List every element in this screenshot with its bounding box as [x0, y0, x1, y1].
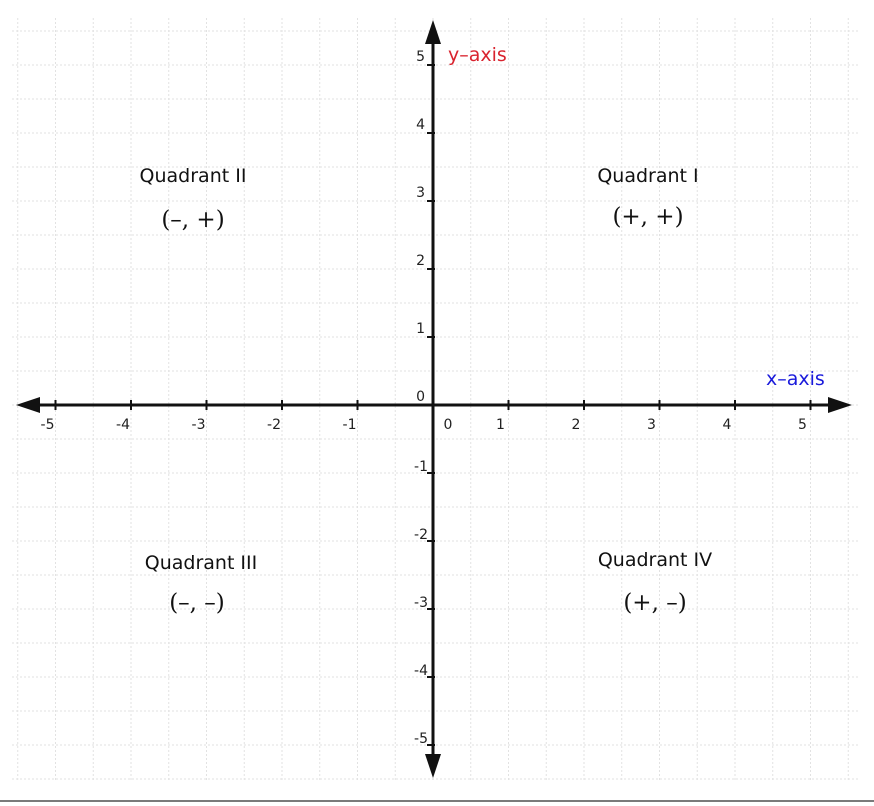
y-tick-label: -1	[414, 459, 428, 475]
quadrant-ii-name: Quadrant II	[140, 165, 247, 187]
x-tick-label: -4	[116, 417, 130, 433]
x-axis-right-arrow-icon	[828, 397, 852, 413]
y-axis-label: y–axis	[448, 44, 507, 66]
quadrant-iii-signs: (–, –)	[169, 590, 225, 616]
x-tick-label: 1	[496, 417, 505, 433]
quadrant-i-name: Quadrant I	[597, 165, 698, 187]
x-axis-left-arrow-icon	[16, 397, 40, 413]
y-tick-label: -5	[414, 731, 428, 747]
x-tick-label: 2	[572, 417, 581, 433]
x-tick-label: 3	[647, 417, 656, 433]
y-axis-up-arrow-icon	[425, 20, 441, 44]
y-tick-label: -3	[414, 595, 428, 611]
tick-marks	[54, 64, 812, 746]
y-tick-label: 5	[416, 49, 425, 65]
y-tick-label: 3	[416, 185, 425, 201]
quadrant-iii-name: Quadrant III	[145, 552, 258, 574]
y-tick-label: 2	[416, 253, 425, 269]
y-tick-label: 1	[416, 321, 425, 337]
y-tick-label: 4	[416, 117, 425, 133]
x-tick-label: -5	[41, 417, 55, 433]
x-tick-labels: -5 -4 -3 -2 -1 0 1 2 3 4 5	[41, 417, 807, 433]
quadrant-iv-signs: (+, –)	[623, 590, 686, 616]
y-tick-label: 0	[416, 389, 425, 405]
y-axis-down-arrow-icon	[425, 754, 441, 778]
grid-lines	[12, 18, 858, 780]
y-tick-labels: 0 1 2 3 4 5 -1 -2 -3 -4 -5	[414, 49, 428, 747]
y-tick-label: -2	[414, 527, 428, 543]
quadrant-iv-name: Quadrant IV	[598, 549, 712, 571]
x-tick-label: 5	[798, 417, 807, 433]
bottom-border	[0, 800, 874, 802]
y-tick-label: -4	[414, 663, 428, 679]
x-tick-label: -1	[343, 417, 357, 433]
x-tick-label: 0	[444, 417, 453, 433]
quadrant-ii-signs: (–, +)	[161, 207, 224, 233]
x-tick-label: -2	[267, 417, 281, 433]
x-axis-label: x–axis	[766, 368, 825, 390]
quadrant-i-signs: (+, +)	[612, 204, 683, 230]
x-tick-label: -3	[192, 417, 206, 433]
x-tick-label: 4	[723, 417, 732, 433]
